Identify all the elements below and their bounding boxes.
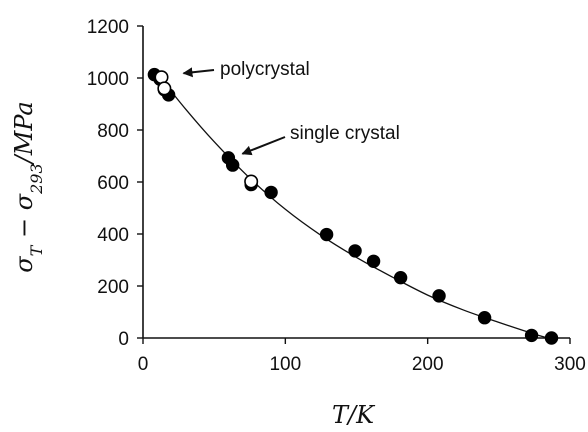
data-points [147, 67, 559, 345]
single-crystal-point [477, 311, 492, 325]
single-crystal-point [524, 328, 539, 343]
x-tick-label: 0 [138, 354, 149, 375]
annotation-label: single crystal [290, 123, 400, 144]
y-tick-label: 1200 [87, 17, 129, 38]
x-tick-label: 200 [412, 354, 444, 375]
single-crystal-point [225, 158, 240, 172]
ticks: 0 100 200 300 0 200 400 600 800 1000 1200 [87, 17, 586, 375]
polycrystal-point [157, 81, 172, 96]
y-label-subscript: T [27, 244, 46, 256]
polycrystal-point [154, 70, 169, 85]
x-tick-label: 300 [554, 354, 586, 375]
annotation-label: polycrystal [220, 59, 310, 80]
y-tick-label: 0 [118, 329, 129, 350]
y-label-subscript: 293 [27, 163, 46, 195]
y-axis-label: σT − σ293/MPa [10, 101, 46, 272]
axes [142, 26, 570, 339]
y-label-text: /MPa [10, 101, 38, 165]
y-tick-label: 200 [97, 277, 129, 298]
annotation-arrow [182, 67, 215, 78]
single-crystal-point [544, 331, 559, 345]
y-tick-label: 1000 [87, 69, 129, 90]
y-tick-label: 800 [97, 121, 129, 142]
single-crystal-point [366, 254, 381, 268]
fit-curve [153, 69, 554, 340]
single-crystal-point [319, 227, 334, 242]
single-crystal-point [432, 289, 446, 303]
annotations: polycrystal single crystal [182, 59, 400, 156]
single-crystal-point [264, 185, 278, 200]
x-axis-label: T/K [332, 401, 376, 429]
single-crystal-point [393, 270, 408, 285]
annotation-arrow [241, 136, 286, 156]
polycrystal-point [244, 174, 259, 189]
single-crystal-point [348, 244, 362, 258]
y-tick-label: 600 [97, 173, 129, 194]
x-tick-label: 100 [269, 354, 301, 375]
y-tick-label: 400 [97, 225, 129, 246]
y-label-text: − σ [10, 193, 38, 245]
y-label-text: σ [10, 256, 38, 273]
fit-curve-group [153, 69, 554, 340]
